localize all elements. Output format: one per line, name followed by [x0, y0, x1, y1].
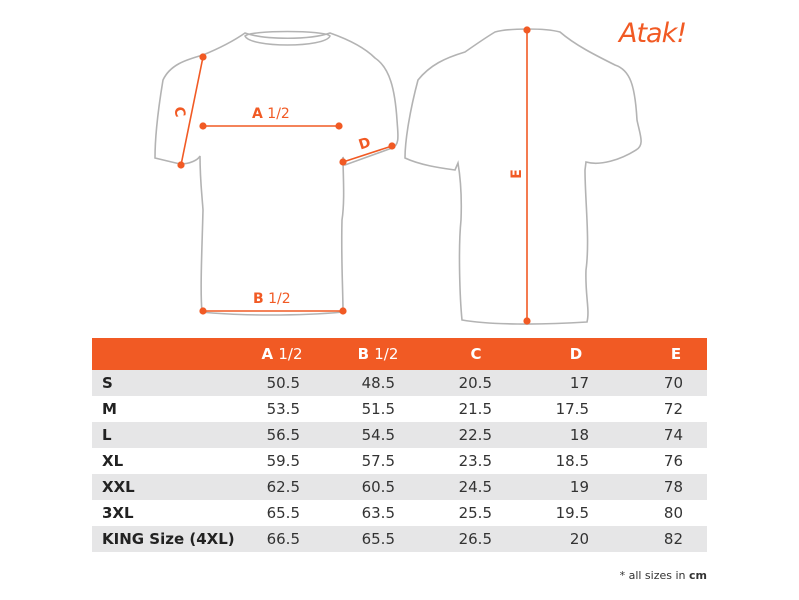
measurement-cell: 18 — [569, 426, 589, 444]
measurement-cell: 51.5 — [361, 400, 395, 418]
measurement-cell: 57.5 — [361, 452, 395, 470]
measurement-cell: 65.5 — [266, 504, 300, 522]
size-label: M — [102, 400, 117, 418]
header-c: C — [470, 345, 482, 363]
header-e: E — [670, 345, 682, 363]
collar — [244, 30, 331, 46]
measurement-cell: 17.5 — [555, 400, 589, 418]
d-measure-line — [342, 145, 393, 163]
table-row: KING Size (4XL) 66.5 65.5 26.5 20 82 — [92, 526, 707, 552]
front-tshirt-outline — [154, 32, 399, 316]
measurement-cell: 74 — [663, 426, 683, 444]
label-e: E — [508, 169, 525, 179]
measurement-cell: 19.5 — [555, 504, 589, 522]
measurement-cell: 59.5 — [266, 452, 300, 470]
measurement-cell: 23.5 — [458, 452, 492, 470]
measurement-cell: 20.5 — [458, 374, 492, 392]
measurement-cell: 18.5 — [555, 452, 589, 470]
header-d: D — [569, 345, 583, 363]
measurement-cell: 24.5 — [458, 478, 492, 496]
measurement-cell: 53.5 — [266, 400, 300, 418]
brand-logo: Atak! — [619, 18, 687, 49]
table-header: A 1/2 B 1/2 C D E — [92, 338, 707, 370]
table-row: 3XL 65.5 63.5 25.5 19.5 80 — [92, 500, 707, 526]
measurement-cell: 60.5 — [361, 478, 395, 496]
footnote: * all sizes in cm — [619, 569, 707, 582]
measurement-cell: 82 — [663, 530, 683, 548]
size-label: KING Size (4XL) — [102, 530, 235, 548]
measurement-cell: 78 — [663, 478, 683, 496]
measurement-cell: 66.5 — [266, 530, 300, 548]
measurement-cell: 63.5 — [361, 504, 395, 522]
measurement-cell: 17 — [569, 374, 589, 392]
measurement-cell: 54.5 — [361, 426, 395, 444]
measurement-cell: 72 — [663, 400, 683, 418]
size-label: S — [102, 374, 113, 392]
measurement-cell: 62.5 — [266, 478, 300, 496]
size-label: XXL — [102, 478, 135, 496]
measurement-cell: 70 — [663, 374, 683, 392]
tshirt-diagram — [154, 26, 642, 325]
measurement-cell: 26.5 — [458, 530, 492, 548]
header-a: A 1/2 — [261, 345, 303, 363]
header-b: B 1/2 — [357, 345, 399, 363]
measurement-cell: 22.5 — [458, 426, 492, 444]
measurement-cell: 50.5 — [266, 374, 300, 392]
label-b-half: B 1/2 — [253, 291, 291, 307]
measurement-cell: 25.5 — [458, 504, 492, 522]
table-row: XL 59.5 57.5 23.5 18.5 76 — [92, 448, 707, 474]
back-tshirt-outline — [404, 28, 642, 325]
measurement-cell: 20 — [569, 530, 589, 548]
measurement-cell: 76 — [663, 452, 683, 470]
c-measure-line — [180, 56, 204, 166]
size-label: 3XL — [102, 504, 134, 522]
table-row: L 56.5 54.5 22.5 18 74 — [92, 422, 707, 448]
label-a-half: A 1/2 — [252, 106, 290, 122]
measurement-cell: 65.5 — [361, 530, 395, 548]
measurement-cell: 48.5 — [361, 374, 395, 392]
measurement-cell: 80 — [663, 504, 683, 522]
table-row: XXL 62.5 60.5 24.5 19 78 — [92, 474, 707, 500]
size-table: A 1/2 B 1/2 C D E S 50.5 48.5 20.5 17 70 M 53.5… — [92, 338, 707, 552]
measurement-cell: 56.5 — [266, 426, 300, 444]
measurement-cell: 21.5 — [458, 400, 492, 418]
size-label: L — [102, 426, 112, 444]
table-row: M 53.5 51.5 21.5 17.5 72 — [92, 396, 707, 422]
table-row: S 50.5 48.5 20.5 17 70 — [92, 370, 707, 396]
measurement-cell: 19 — [569, 478, 589, 496]
size-label: XL — [102, 452, 124, 470]
